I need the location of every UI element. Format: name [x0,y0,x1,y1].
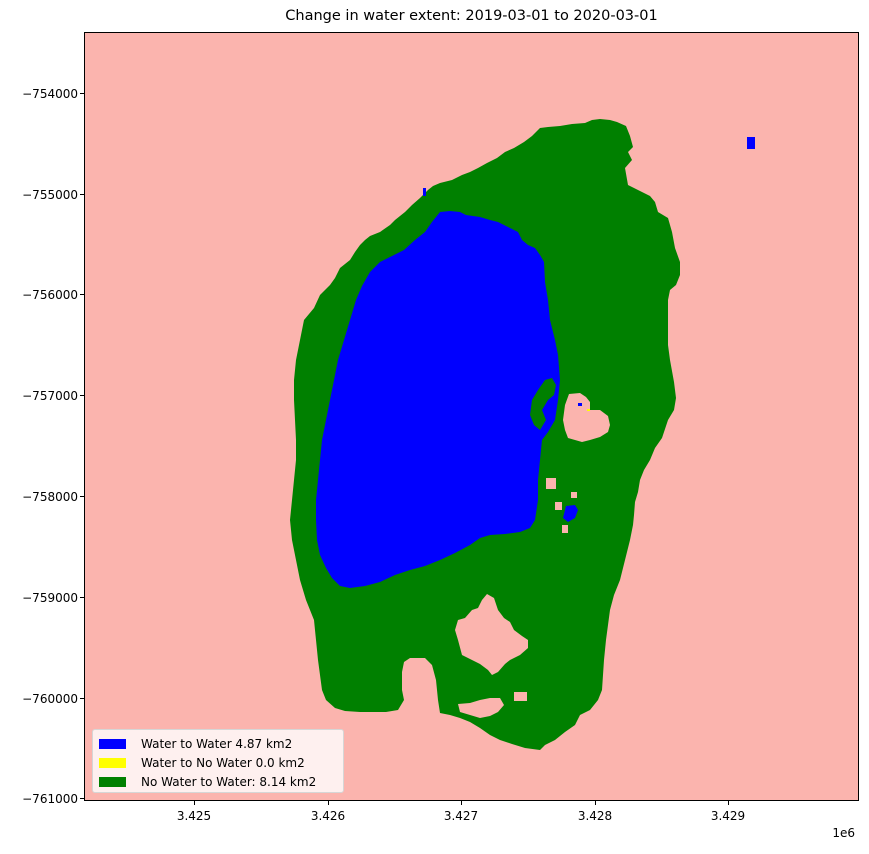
x-tick-mark [728,801,729,805]
plot-area [84,32,859,801]
legend-label: Water to Water 4.87 km2 [141,736,293,751]
x-tick-label: 3.425 [176,809,212,823]
water-change-map [290,119,755,750]
water-to-water-east-patch [563,505,578,522]
y-tick-mark [80,698,84,699]
y-tick-mark [80,93,84,94]
legend-item-water-to-water: Water to Water 4.87 km2 [99,734,337,753]
x-tick-mark [194,801,195,805]
y-tick-label: −761000 [22,792,78,806]
y-tick-mark [80,395,84,396]
y-tick-label: −756000 [22,288,78,302]
x-tick-mark [461,801,462,805]
x-tick-label: 3.427 [443,809,479,823]
legend-label: No Water to Water: 8.14 km2 [141,774,317,789]
legend-item-no-water-to-water: No Water to Water: 8.14 km2 [99,772,337,791]
x-tick-label: 3.426 [310,809,346,823]
x-tick-mark [328,801,329,805]
x-tick-mark [595,801,596,805]
y-tick-mark [80,798,84,799]
y-tick-mark [80,597,84,598]
legend-swatch-green [99,776,126,787]
land-hole-south-center [455,594,528,675]
legend-swatch-yellow [99,757,126,768]
y-tick-label: −760000 [22,692,78,706]
x-tick-label: 3.428 [577,809,613,823]
x-tick-label: 3.429 [710,809,746,823]
y-tick-mark [80,496,84,497]
y-tick-label: −759000 [22,591,78,605]
land-hole-small-3 [555,502,562,510]
no-water-to-water-inlet [530,378,556,430]
y-tick-label: −754000 [22,87,78,101]
chart-title: Change in water extent: 2019-03-01 to 20… [285,8,658,24]
water-to-water-pond [747,137,755,149]
y-tick-label: −755000 [22,188,78,202]
land-hole-small-5 [571,492,577,498]
land-hole-east [563,393,610,442]
land-hole-south-lower [458,698,504,718]
y-tick-label: −757000 [22,389,78,403]
legend: Water to Water 4.87 km2 Water to No Wate… [92,729,344,793]
y-tick-mark [80,294,84,295]
water-to-water-east-dot [578,403,582,406]
land-hole-small-2 [546,478,556,489]
water-to-water-north-dot [423,188,426,196]
water-to-no-water-pixel [587,409,590,411]
land-hole-small-4 [562,525,568,533]
land-hole-small-1 [514,692,527,701]
water-to-water-lake [316,211,560,588]
legend-swatch-blue [99,738,126,749]
legend-item-water-to-no-water: Water to No Water 0.0 km2 [99,753,337,772]
x-axis-offset-label: 1e6 [832,826,855,840]
y-tick-label: −758000 [22,490,78,504]
y-tick-mark [80,194,84,195]
legend-label: Water to No Water 0.0 km2 [141,755,305,770]
